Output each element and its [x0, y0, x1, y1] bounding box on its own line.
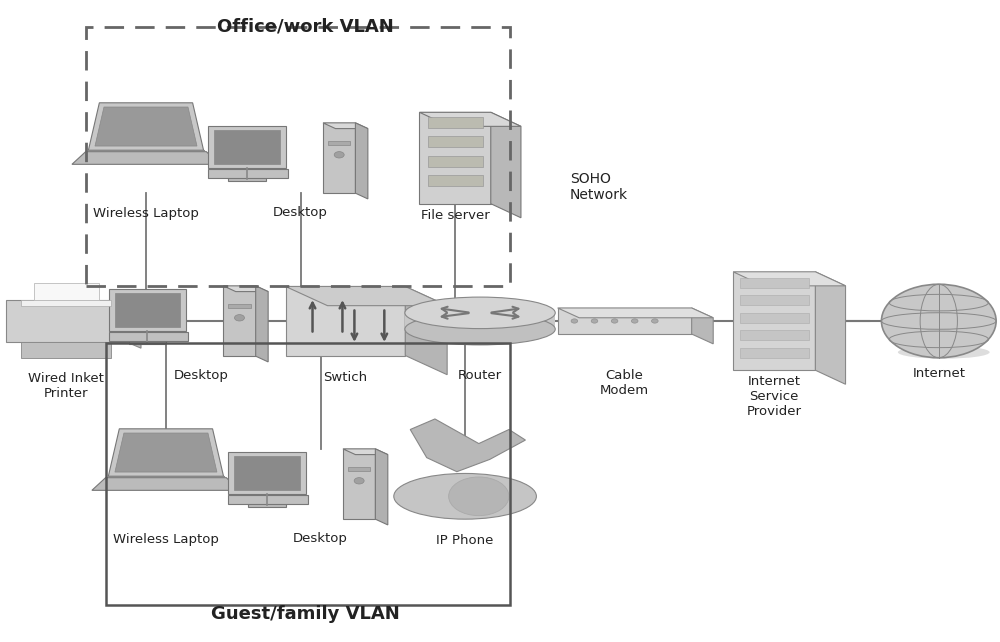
FancyBboxPatch shape: [234, 456, 300, 490]
Polygon shape: [126, 300, 141, 348]
FancyBboxPatch shape: [740, 331, 809, 340]
Polygon shape: [375, 449, 388, 525]
Text: SOHO
Network: SOHO Network: [570, 171, 628, 202]
Text: Wireless Laptop: Wireless Laptop: [93, 207, 199, 220]
Circle shape: [334, 152, 344, 158]
FancyBboxPatch shape: [228, 304, 251, 308]
FancyBboxPatch shape: [208, 126, 286, 168]
Polygon shape: [558, 308, 713, 318]
FancyBboxPatch shape: [428, 117, 483, 128]
Circle shape: [591, 319, 598, 323]
Polygon shape: [733, 272, 846, 286]
Text: Router: Router: [458, 369, 502, 382]
Text: Desktop: Desktop: [173, 369, 228, 382]
Ellipse shape: [394, 473, 536, 519]
FancyBboxPatch shape: [419, 112, 491, 204]
FancyBboxPatch shape: [740, 348, 809, 358]
FancyBboxPatch shape: [228, 452, 306, 494]
Polygon shape: [419, 112, 521, 126]
Text: Wireless Laptop: Wireless Laptop: [113, 533, 219, 546]
Polygon shape: [108, 429, 224, 476]
Polygon shape: [286, 286, 447, 306]
Text: Desktop: Desktop: [273, 206, 328, 219]
Polygon shape: [88, 103, 204, 150]
FancyBboxPatch shape: [558, 308, 692, 334]
FancyBboxPatch shape: [428, 175, 483, 186]
Circle shape: [651, 319, 658, 323]
FancyBboxPatch shape: [328, 141, 350, 145]
Ellipse shape: [405, 313, 555, 345]
FancyBboxPatch shape: [34, 282, 99, 300]
FancyBboxPatch shape: [428, 136, 483, 148]
FancyBboxPatch shape: [323, 123, 355, 193]
Circle shape: [611, 319, 618, 323]
Text: Cable
Modem: Cable Modem: [600, 369, 649, 397]
FancyBboxPatch shape: [6, 300, 126, 342]
Polygon shape: [95, 107, 197, 146]
Polygon shape: [115, 433, 217, 472]
FancyBboxPatch shape: [21, 342, 111, 358]
Polygon shape: [343, 449, 388, 455]
FancyBboxPatch shape: [733, 272, 815, 370]
Polygon shape: [405, 286, 447, 375]
FancyBboxPatch shape: [740, 278, 809, 288]
Polygon shape: [815, 272, 846, 385]
Circle shape: [449, 477, 509, 516]
FancyBboxPatch shape: [740, 295, 809, 305]
FancyBboxPatch shape: [129, 340, 166, 344]
Circle shape: [354, 478, 364, 484]
FancyBboxPatch shape: [109, 289, 186, 331]
FancyBboxPatch shape: [223, 286, 256, 356]
Circle shape: [881, 284, 996, 358]
FancyBboxPatch shape: [740, 313, 809, 323]
FancyBboxPatch shape: [115, 293, 180, 327]
FancyBboxPatch shape: [109, 332, 188, 341]
FancyBboxPatch shape: [208, 169, 288, 178]
Polygon shape: [92, 478, 240, 490]
FancyBboxPatch shape: [343, 449, 375, 519]
Text: Swtich: Swtich: [323, 371, 367, 384]
FancyBboxPatch shape: [428, 155, 483, 167]
Text: Office/work VLAN: Office/work VLAN: [217, 17, 394, 35]
Text: Internet
Service
Provider: Internet Service Provider: [747, 376, 802, 419]
Polygon shape: [491, 112, 521, 218]
Circle shape: [234, 315, 244, 321]
Text: IP Phone: IP Phone: [436, 534, 494, 547]
FancyBboxPatch shape: [228, 495, 308, 504]
Ellipse shape: [405, 297, 555, 329]
FancyBboxPatch shape: [228, 177, 266, 181]
FancyBboxPatch shape: [405, 313, 555, 329]
FancyBboxPatch shape: [286, 286, 405, 356]
Text: Desktop: Desktop: [293, 532, 348, 545]
Text: Wired Inket
Printer: Wired Inket Printer: [28, 372, 104, 400]
Polygon shape: [410, 419, 525, 472]
Text: File server: File server: [421, 209, 490, 222]
Polygon shape: [223, 286, 268, 291]
FancyBboxPatch shape: [348, 467, 370, 471]
Ellipse shape: [898, 346, 990, 359]
FancyBboxPatch shape: [214, 130, 280, 164]
Circle shape: [571, 319, 578, 323]
Circle shape: [631, 319, 638, 323]
FancyBboxPatch shape: [248, 503, 286, 507]
Polygon shape: [692, 308, 713, 344]
Polygon shape: [355, 123, 368, 199]
Text: Internet: Internet: [912, 367, 965, 380]
Polygon shape: [323, 123, 368, 128]
Text: Guest/family VLAN: Guest/family VLAN: [211, 605, 400, 623]
FancyBboxPatch shape: [21, 300, 111, 306]
Polygon shape: [72, 152, 220, 164]
Polygon shape: [256, 286, 268, 362]
